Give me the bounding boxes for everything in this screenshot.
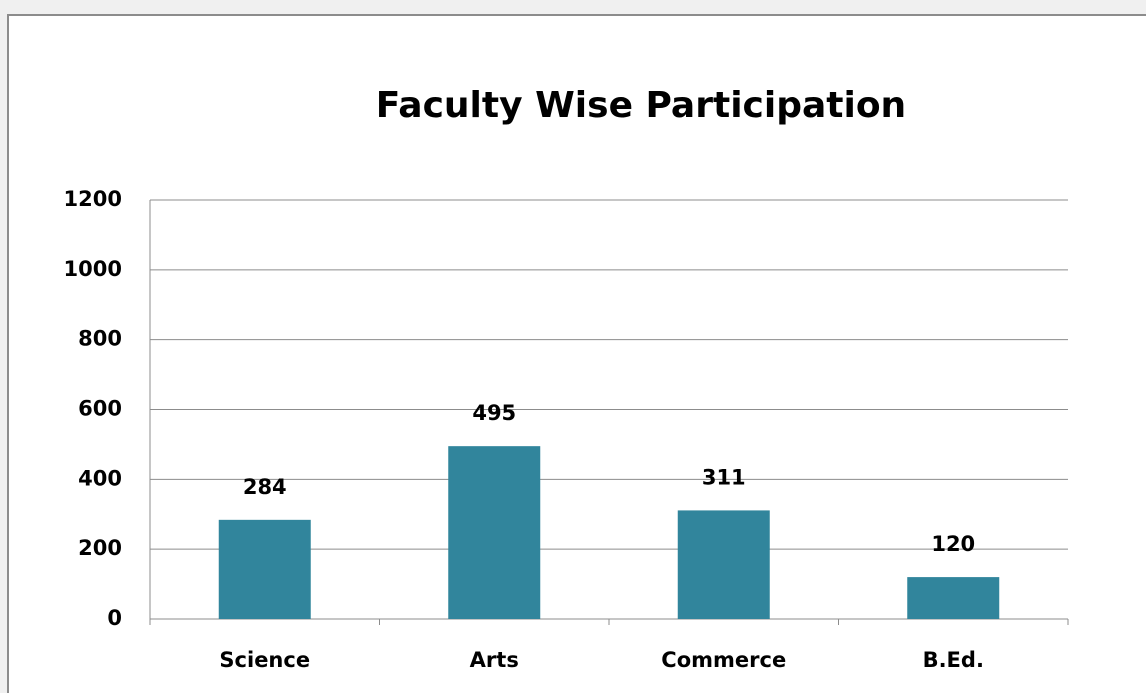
- chart-title: Faculty Wise Participation: [376, 85, 906, 126]
- data-label: 311: [702, 465, 746, 489]
- x-tick-label: Commerce: [661, 648, 786, 672]
- x-tick-label: Arts: [470, 648, 519, 672]
- data-label: 120: [931, 532, 975, 556]
- bar: [448, 446, 541, 619]
- x-tick-label: B.Ed.: [923, 648, 984, 672]
- data-label: 284: [243, 475, 287, 499]
- x-tick-label: Science: [219, 648, 310, 672]
- y-tick-label: 200: [78, 536, 122, 560]
- bar: [677, 510, 770, 619]
- bar: [218, 519, 311, 619]
- y-tick-label: 600: [78, 397, 122, 421]
- y-tick-label: 1000: [64, 257, 122, 281]
- y-tick-label: 400: [78, 466, 122, 490]
- y-tick-label: 0: [107, 606, 122, 630]
- data-label: 495: [472, 401, 516, 425]
- y-tick-label: 800: [78, 327, 122, 351]
- bar: [907, 577, 1000, 619]
- y-tick-label: 1200: [64, 187, 122, 211]
